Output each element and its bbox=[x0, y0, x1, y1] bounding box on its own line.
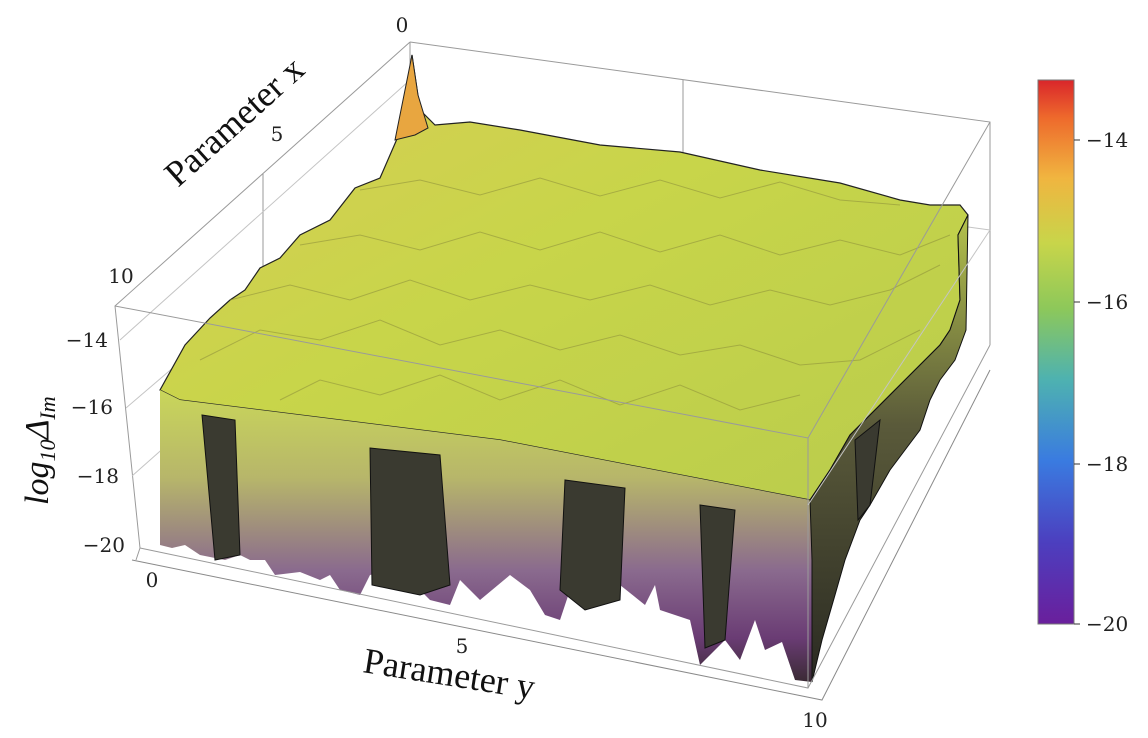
y-tick-5: 5 bbox=[456, 634, 469, 658]
colorbar-tick-neg14: −14 bbox=[1086, 128, 1128, 152]
x-axis-label: Parameter x bbox=[157, 49, 312, 194]
x-tick-10: 10 bbox=[108, 264, 133, 288]
surface-ridges bbox=[199, 177, 951, 411]
z-axis-label: log10ΔIm bbox=[19, 396, 60, 505]
x-tick-0: 0 bbox=[396, 13, 409, 37]
z-label-sym-sub: Im bbox=[35, 396, 60, 420]
z-tick-neg16: −16 bbox=[71, 395, 113, 419]
z-label-sym: Δ bbox=[19, 420, 56, 442]
y-axis-ticks: 0 5 10 bbox=[146, 568, 828, 732]
z-tick-neg20: −20 bbox=[83, 533, 125, 557]
z-tick-neg14: −14 bbox=[66, 328, 108, 352]
colorbar-ticks bbox=[1074, 139, 1080, 625]
colorbar-tick-neg16: −16 bbox=[1086, 290, 1128, 314]
y-tick-0: 0 bbox=[146, 568, 159, 592]
colorbar-gradient bbox=[1037, 79, 1075, 625]
surface-front-wall bbox=[160, 390, 812, 682]
peak bbox=[394, 54, 429, 141]
x-axis-ticks: 0 5 10 bbox=[108, 13, 408, 288]
box-frame-front bbox=[114, 121, 991, 701]
x-tick-5: 5 bbox=[271, 122, 284, 146]
z-tick-neg18: −18 bbox=[77, 464, 119, 488]
z-label-log: log bbox=[19, 462, 56, 505]
surface-right-wall bbox=[809, 214, 969, 683]
dark-dropouts bbox=[201, 414, 881, 649]
surface bbox=[159, 54, 969, 683]
colorbar-tick-neg18: −18 bbox=[1086, 452, 1128, 476]
z-axis-ticks: −14 −16 −18 −20 bbox=[66, 328, 125, 557]
y-axis-label: Parameter y bbox=[361, 640, 538, 707]
colorbar: −14 −16 −18 −20 bbox=[1037, 79, 1128, 636]
y-tick-10: 10 bbox=[802, 708, 827, 732]
colorbar-tick-neg20: −20 bbox=[1086, 612, 1128, 636]
z-label-sub: 10 bbox=[35, 440, 60, 462]
